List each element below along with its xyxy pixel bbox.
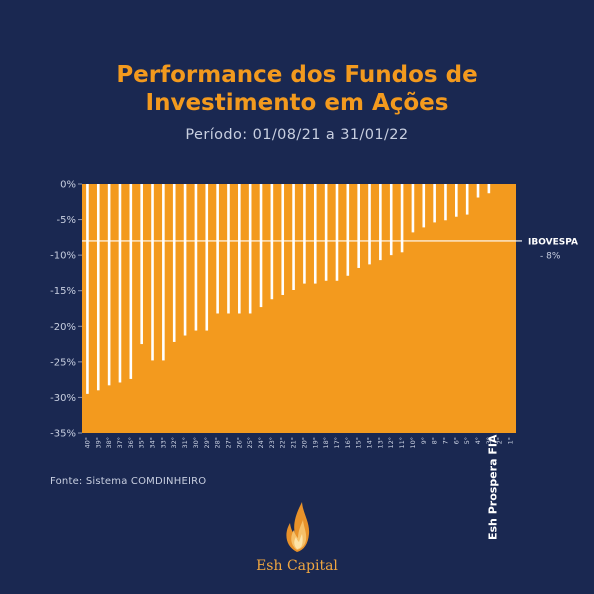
x-tick-label: 5° — [463, 437, 471, 444]
bar — [324, 184, 328, 281]
y-tick-label: -10% — [50, 251, 76, 262]
y-tick-label: -5% — [57, 215, 76, 226]
bar — [270, 184, 274, 300]
x-tick-label: 19° — [311, 437, 319, 449]
bar — [259, 184, 263, 308]
x-tick-label: 11° — [398, 437, 406, 449]
bar — [194, 184, 198, 331]
x-tick-label: 16° — [344, 437, 352, 449]
y-tick-label: 0% — [60, 180, 76, 191]
y-tick-label: -35% — [50, 429, 76, 440]
x-tick-label: 9° — [420, 437, 428, 444]
x-tick-label: 8° — [431, 437, 439, 444]
y-tick-label: -30% — [50, 393, 76, 404]
source-note: Fonte: Sistema COMDINHEIRO — [50, 476, 207, 487]
x-tick-label: 28° — [214, 437, 222, 449]
highlight-fund-label: Esh Prospera FIA — [487, 434, 500, 540]
x-tick-label: 30° — [192, 437, 200, 449]
bar — [129, 184, 133, 379]
bar — [172, 184, 176, 342]
x-tick-label: 18° — [322, 437, 330, 449]
bar — [411, 184, 415, 233]
x-tick-label: 35° — [138, 437, 146, 449]
bar — [335, 184, 339, 281]
x-tick-label: 3° — [485, 437, 493, 444]
x-tick-label: 15° — [355, 437, 363, 449]
bar — [107, 184, 111, 386]
bar — [400, 184, 404, 253]
bar — [140, 184, 143, 345]
x-tick-label: 27° — [224, 437, 232, 449]
bar — [248, 184, 252, 314]
x-tick-label: 26° — [235, 437, 243, 449]
y-tick-label: -25% — [50, 357, 76, 368]
bar — [292, 184, 295, 290]
bar — [281, 184, 285, 295]
bar — [162, 184, 165, 361]
brand-name: Esh Capital — [256, 558, 338, 574]
chart-title-line1: Performance dos Fundos de — [116, 62, 478, 88]
bar — [86, 184, 89, 394]
bar — [151, 184, 154, 361]
x-tick-label: 2° — [496, 437, 504, 444]
x-tick-label: 22° — [279, 437, 287, 449]
x-tick-label: 29° — [203, 437, 211, 449]
bar — [183, 184, 187, 336]
chart-title-line2: Investimento em Ações — [145, 90, 449, 116]
bar — [303, 184, 306, 284]
x-tick-label: 17° — [333, 437, 341, 449]
bar — [476, 184, 480, 198]
bar — [444, 184, 447, 221]
x-tick-label: 14° — [366, 437, 374, 449]
bar — [205, 184, 209, 331]
bar — [216, 184, 219, 314]
x-tick-label: 31° — [181, 437, 189, 449]
x-tick-label: 24° — [257, 437, 265, 449]
bar — [118, 184, 122, 383]
bar — [346, 184, 350, 276]
x-tick-label: 7° — [441, 437, 449, 444]
bar — [455, 184, 458, 217]
x-tick-label: 39° — [94, 437, 102, 449]
x-tick-label: 36° — [127, 437, 135, 449]
x-tick-label: 32° — [170, 437, 178, 449]
x-tick-label: 12° — [387, 437, 395, 449]
x-tick-label: 37° — [116, 437, 124, 449]
bar — [379, 184, 382, 261]
x-tick-label: 33° — [159, 437, 167, 449]
x-tick-label: 23° — [268, 437, 276, 449]
x-tick-label: 1° — [507, 437, 515, 444]
chart-subtitle: Período: 01/08/21 a 31/01/22 — [185, 127, 409, 143]
bar — [96, 184, 100, 391]
flame-logo-icon — [286, 502, 310, 552]
bar — [227, 184, 230, 314]
x-tick-label: 13° — [376, 437, 384, 449]
x-tick-label: 38° — [105, 437, 113, 449]
bar — [487, 184, 491, 194]
x-tick-label: 10° — [409, 437, 417, 449]
bar — [433, 184, 436, 223]
reference-name: IBOVESPA — [528, 237, 578, 247]
x-tick-label: 4° — [474, 437, 482, 444]
y-tick-label: -20% — [50, 322, 76, 333]
bar — [389, 184, 393, 256]
x-tick-label: 34° — [149, 437, 157, 449]
bar — [313, 184, 317, 284]
bar — [238, 184, 241, 314]
x-tick-label: 20° — [300, 437, 308, 449]
plot-area — [82, 184, 516, 433]
bar — [465, 184, 469, 215]
bar — [422, 184, 426, 228]
bar — [357, 184, 360, 268]
x-tick-label: 25° — [246, 437, 254, 449]
x-tick-label: 40° — [83, 437, 91, 449]
y-tick-label: -15% — [50, 286, 76, 297]
bar — [368, 184, 371, 265]
x-tick-label: 6° — [452, 437, 460, 444]
reference-value-label: - 8% — [540, 251, 561, 261]
x-tick-label: 21° — [290, 437, 298, 449]
